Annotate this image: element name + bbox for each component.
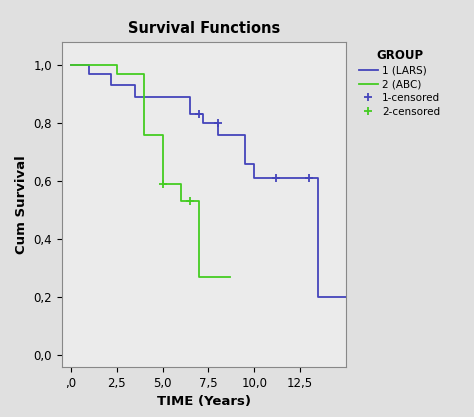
- Y-axis label: Cum Survival: Cum Survival: [15, 155, 27, 254]
- Legend: 1 (LARS), 2 (ABC), 1-censored, 2-censored: 1 (LARS), 2 (ABC), 1-censored, 2-censore…: [357, 47, 442, 119]
- Title: Survival Functions: Survival Functions: [128, 21, 280, 36]
- X-axis label: TIME (Years): TIME (Years): [157, 395, 251, 408]
